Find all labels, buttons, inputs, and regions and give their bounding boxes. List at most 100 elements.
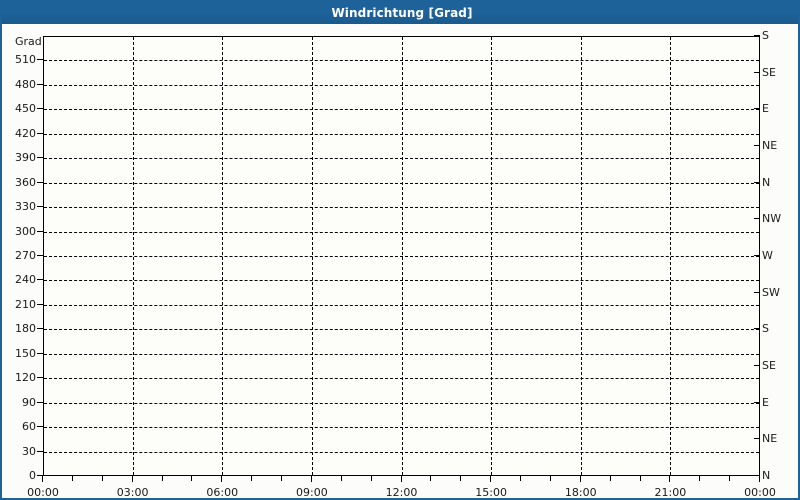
x-axis-label-time: 09:00 [296,486,328,499]
x-tick-minor [699,476,701,481]
y-axis-label-left: 150 [15,346,36,360]
x-tick-minor [161,476,163,481]
gridline-vertical [491,37,493,475]
y-axis-label-right: S [762,29,769,42]
y-tick-left [37,83,43,85]
chart-canvas: Grad 510 480 450 420 390 360 330 300 270 240 210 18… [2,24,798,498]
y-axis-label-left: 450 [15,102,36,116]
gridline-vertical [401,37,403,475]
y-axis-label-left: 420 [15,126,36,140]
gridline-vertical [580,37,582,475]
y-axis-label-right: NE [762,432,778,446]
x-tick-minor [191,476,193,481]
y-tick-right [754,401,760,403]
y-tick-right [754,71,760,73]
y-tick-left [37,255,43,256]
y-tick-right [754,291,760,293]
y-tick-right [754,475,760,476]
x-tick-minor [71,476,73,481]
x-tick-major [579,476,581,482]
x-tick-minor [370,476,372,481]
x-axis-label-time: 18:00 [564,486,597,499]
y-tick-left [37,377,43,379]
x-axis-label-time: 12:00 [385,486,418,499]
y-axis-label-left: 0 [29,469,36,482]
y-tick-left [37,401,43,403]
y-axis-label-left: 240 [15,273,36,287]
y-axis-label-left: 120 [15,371,36,385]
y-tick-right [754,328,760,330]
x-tick-major [131,476,133,482]
y-tick-left [37,108,43,110]
x-tick-minor [430,476,432,481]
y-axis-label-right: NW [762,212,782,226]
x-axis-label: 03:0016.07.20 [108,486,157,498]
y-tick-left [37,426,43,428]
y-tick-left [37,352,43,354]
page-title: Windrichtung [Grad] [331,6,473,20]
y-tick-left [37,230,43,232]
y-tick-right [754,218,760,220]
y-tick-right [754,145,760,146]
x-axis-label: 21:0016.07.20 [646,486,695,498]
x-tick-major [42,476,43,482]
y-axis-label-right: S [762,322,769,336]
window-title-bar: Windrichtung [Grad] [2,2,798,24]
y-axis-label-left: 180 [15,322,36,336]
y-tick-right [754,255,760,256]
y-tick-right [754,108,760,110]
x-axis-label-time: 06:00 [206,486,239,499]
y-tick-left [37,206,43,208]
x-tick-major [759,476,760,482]
y-axis-label-left: 510 [15,53,36,67]
y-tick-left [37,450,43,452]
y-axis-label-right: N [762,469,771,482]
y-axis-label-right: N [762,175,771,189]
y-axis-label-right: SE [762,65,776,79]
y-tick-right [754,181,760,183]
x-tick-minor [101,476,103,481]
x-axis-label: 18:0016.07.20 [556,486,605,499]
y-axis-label-right: NE [762,139,778,152]
x-tick-minor [281,476,282,481]
gridline-vertical [311,37,313,475]
x-tick-minor [639,476,641,481]
y-axis-label-left: 60 [22,420,36,434]
y-tick-left [37,279,43,281]
y-axis-label-left: 300 [15,224,36,238]
gridline-vertical [222,37,224,475]
x-axis-label: 06:0016.07.20 [198,486,247,499]
x-tick-minor [549,476,551,481]
x-tick-minor [729,476,731,481]
y-tick-left [37,181,43,183]
x-tick-minor [609,476,611,481]
x-tick-minor [520,476,521,481]
y-tick-left [37,303,43,305]
y-axis-label-right: SW [762,285,780,299]
x-axis-label-time: 15:00 [475,486,507,499]
x-tick-minor [251,476,253,481]
y-axis-label-left: 390 [15,151,36,165]
x-axis-label: 09:0016.07.20 [287,486,336,499]
y-axis-label-left: 330 [15,200,36,214]
y-axis-label-left: 270 [15,249,36,262]
y-tick-left [37,328,43,330]
x-axis-label: 12:0016.07.20 [377,486,426,499]
y-tick-right [754,438,760,440]
y-axis-label-right: E [762,395,769,409]
y-axis-label-right: SE [762,359,776,372]
y-axis-label-right: E [762,102,769,116]
y-axis-label-left: 90 [22,395,36,409]
gridline-vertical [132,37,134,475]
y-axis-unit-label: Grad [15,35,42,48]
y-tick-left [37,157,43,159]
x-axis-label: 00:0017.07.20 [736,486,785,498]
x-tick-major [310,476,312,482]
y-axis-label-left: 210 [15,297,36,311]
y-tick-right [754,35,760,36]
y-tick-left [37,132,43,134]
x-tick-major [400,476,402,482]
y-axis-label-left: 30 [22,444,36,458]
x-tick-major [221,476,223,482]
